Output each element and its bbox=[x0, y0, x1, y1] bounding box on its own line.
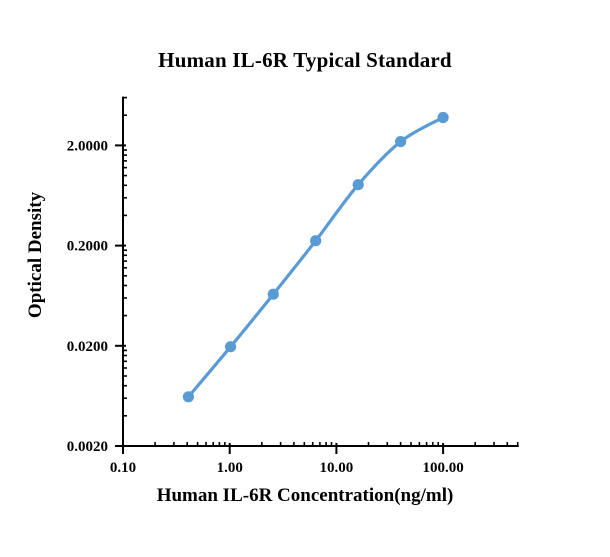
y-tick-label: 2.0000 bbox=[67, 138, 108, 154]
x-axis-title: Human IL-6R Concentration(ng/ml) bbox=[156, 485, 454, 506]
data-point-marker bbox=[352, 179, 364, 191]
data-point-marker bbox=[395, 136, 407, 148]
x-tick-label: 100.00 bbox=[422, 460, 463, 476]
data-point-marker bbox=[225, 341, 237, 353]
y-tick-label: 0.0020 bbox=[67, 439, 108, 455]
chart-title: Human IL-6R Typical Standard bbox=[158, 48, 452, 72]
y-tick-label: 0.0200 bbox=[67, 339, 108, 355]
data-point-marker bbox=[437, 111, 449, 124]
data-point-marker bbox=[182, 391, 194, 403]
y-tick-label: 0.2000 bbox=[67, 239, 108, 255]
data-point-marker bbox=[267, 288, 279, 300]
standard-curve-line bbox=[186, 115, 445, 399]
x-tick-label: 0.10 bbox=[110, 460, 136, 476]
x-tick-label: 1.00 bbox=[217, 460, 243, 476]
x-tick-label: 10.00 bbox=[320, 460, 354, 476]
data-point-marker bbox=[310, 235, 322, 247]
